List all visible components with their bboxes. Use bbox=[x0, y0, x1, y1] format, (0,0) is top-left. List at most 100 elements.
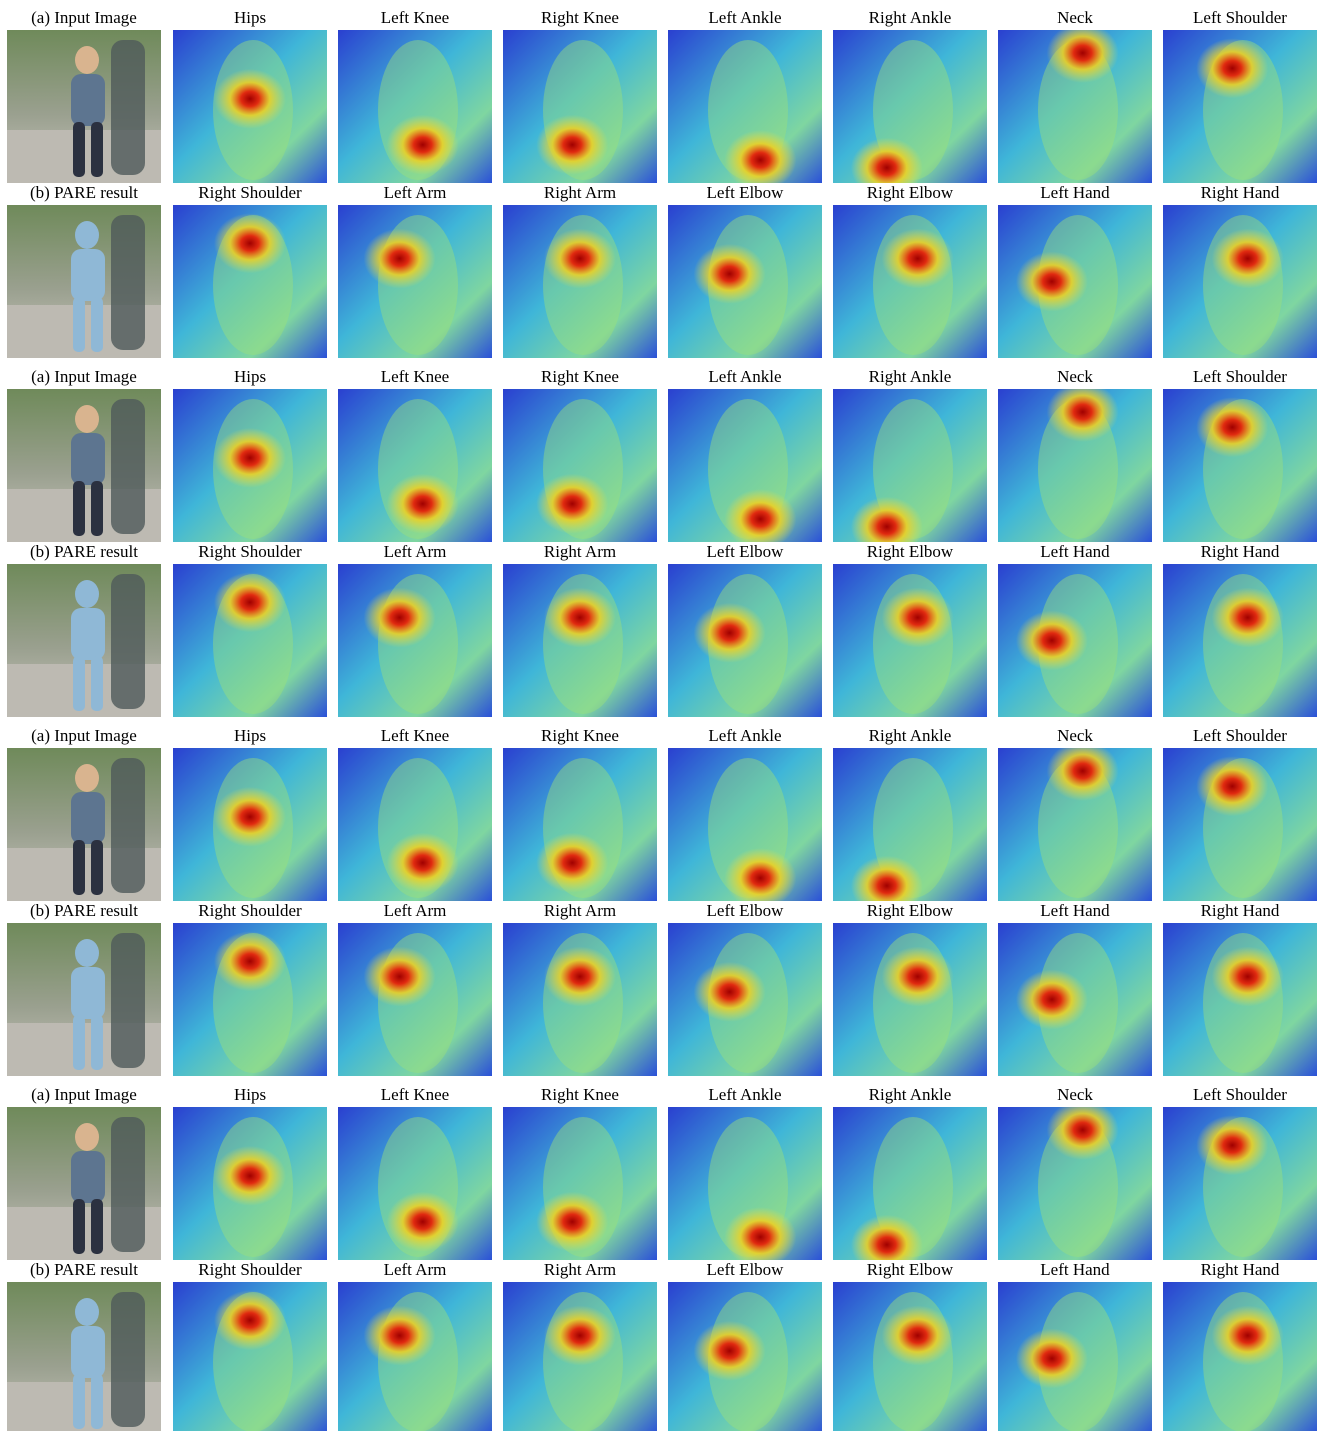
panel-label: Right Shoulder bbox=[165, 542, 335, 562]
attention-heatmap bbox=[503, 205, 657, 358]
attention-heatmap bbox=[338, 30, 492, 183]
attention-heatmap bbox=[1163, 389, 1317, 542]
panel-label: Right Hand bbox=[1155, 183, 1320, 203]
panel-label: Right Arm bbox=[495, 542, 665, 562]
panel-label: Left Knee bbox=[330, 8, 500, 28]
panel-label: Left Knee bbox=[330, 726, 500, 746]
panel-label: (a) Input Image bbox=[0, 8, 169, 28]
pare-result-image bbox=[7, 205, 161, 358]
panel-label: Right Shoulder bbox=[165, 1260, 335, 1280]
attention-heatmap bbox=[668, 389, 822, 542]
attention-heatmap bbox=[668, 923, 822, 1076]
panel-label: Hips bbox=[165, 726, 335, 746]
panel-label: Right Arm bbox=[495, 1260, 665, 1280]
panel-label: Neck bbox=[990, 726, 1160, 746]
panel-label: Left Shoulder bbox=[1155, 367, 1320, 387]
attention-heatmap bbox=[668, 748, 822, 901]
input-image bbox=[7, 748, 161, 901]
attention-heatmap bbox=[338, 748, 492, 901]
panel-label: Left Elbow bbox=[660, 901, 830, 921]
attention-heatmap bbox=[1163, 1282, 1317, 1431]
attention-heatmap bbox=[998, 205, 1152, 358]
panel-label: Left Hand bbox=[990, 1260, 1160, 1280]
panel-label: Right Ankle bbox=[825, 8, 995, 28]
attention-heatmap bbox=[173, 1107, 327, 1260]
attention-heatmap bbox=[998, 30, 1152, 183]
panel-label: Left Elbow bbox=[660, 1260, 830, 1280]
panel-label: Right Ankle bbox=[825, 726, 995, 746]
attention-heatmap bbox=[1163, 30, 1317, 183]
input-image bbox=[7, 1107, 161, 1260]
panel-label: (b) PARE result bbox=[0, 183, 169, 203]
panel-label: Right Knee bbox=[495, 1085, 665, 1105]
panel-label: Right Elbow bbox=[825, 183, 995, 203]
panel-label: Right Elbow bbox=[825, 542, 995, 562]
attention-heatmap bbox=[998, 748, 1152, 901]
panel-label: Left Arm bbox=[330, 542, 500, 562]
attention-heatmap bbox=[668, 30, 822, 183]
panel-label: Right Hand bbox=[1155, 542, 1320, 562]
attention-heatmap bbox=[503, 564, 657, 717]
panel-label: (a) Input Image bbox=[0, 726, 169, 746]
input-image bbox=[7, 30, 161, 183]
attention-heatmap bbox=[173, 30, 327, 183]
attention-heatmap bbox=[338, 1107, 492, 1260]
panel-label: Hips bbox=[165, 1085, 335, 1105]
panel-label: Right Ankle bbox=[825, 1085, 995, 1105]
attention-heatmap bbox=[998, 1282, 1152, 1431]
figure: (a) Input ImageHipsLeft KneeRight KneeLe… bbox=[0, 0, 1320, 1431]
panel-label: (a) Input Image bbox=[0, 1085, 169, 1105]
panel-label: Neck bbox=[990, 367, 1160, 387]
attention-heatmap bbox=[1163, 205, 1317, 358]
panel-label: Left Arm bbox=[330, 1260, 500, 1280]
attention-heatmap bbox=[833, 923, 987, 1076]
panel-label: Right Knee bbox=[495, 726, 665, 746]
attention-heatmap bbox=[503, 1107, 657, 1260]
attention-heatmap bbox=[503, 923, 657, 1076]
attention-heatmap bbox=[338, 205, 492, 358]
panel-label: Left Shoulder bbox=[1155, 8, 1320, 28]
panel-label: (b) PARE result bbox=[0, 542, 169, 562]
panel-label: Left Elbow bbox=[660, 183, 830, 203]
panel-label: Right Elbow bbox=[825, 901, 995, 921]
panel-label: Left Shoulder bbox=[1155, 1085, 1320, 1105]
panel-label: Right Ankle bbox=[825, 367, 995, 387]
attention-heatmap bbox=[1163, 923, 1317, 1076]
panel-label: Left Knee bbox=[330, 1085, 500, 1105]
panel-label: Left Arm bbox=[330, 901, 500, 921]
attention-heatmap bbox=[173, 564, 327, 717]
attention-heatmap bbox=[668, 564, 822, 717]
attention-heatmap bbox=[833, 564, 987, 717]
panel-label: Left Knee bbox=[330, 367, 500, 387]
attention-heatmap bbox=[998, 923, 1152, 1076]
panel-label: Neck bbox=[990, 8, 1160, 28]
attention-heatmap bbox=[1163, 748, 1317, 901]
panel-label: Right Hand bbox=[1155, 901, 1320, 921]
panel-label: (b) PARE result bbox=[0, 1260, 169, 1280]
panel-label: Left Hand bbox=[990, 901, 1160, 921]
panel-label: Left Ankle bbox=[660, 8, 830, 28]
panel-label: (b) PARE result bbox=[0, 901, 169, 921]
panel-label: Right Elbow bbox=[825, 1260, 995, 1280]
attention-heatmap bbox=[173, 389, 327, 542]
panel-label: Right Arm bbox=[495, 901, 665, 921]
attention-heatmap bbox=[173, 748, 327, 901]
attention-heatmap bbox=[1163, 564, 1317, 717]
panel-label: Left Shoulder bbox=[1155, 726, 1320, 746]
attention-heatmap bbox=[338, 923, 492, 1076]
attention-heatmap bbox=[668, 1107, 822, 1260]
attention-heatmap bbox=[503, 748, 657, 901]
input-image bbox=[7, 389, 161, 542]
panel-label: Right Shoulder bbox=[165, 901, 335, 921]
panel-label: Right Knee bbox=[495, 367, 665, 387]
attention-heatmap bbox=[833, 205, 987, 358]
pare-result-image bbox=[7, 923, 161, 1076]
attention-heatmap bbox=[338, 1282, 492, 1431]
attention-heatmap bbox=[338, 389, 492, 542]
panel-label: Hips bbox=[165, 367, 335, 387]
attention-heatmap bbox=[998, 564, 1152, 717]
panel-label: Neck bbox=[990, 1085, 1160, 1105]
panel-label: (a) Input Image bbox=[0, 367, 169, 387]
pare-result-image bbox=[7, 1282, 161, 1431]
panel-label: Left Hand bbox=[990, 183, 1160, 203]
